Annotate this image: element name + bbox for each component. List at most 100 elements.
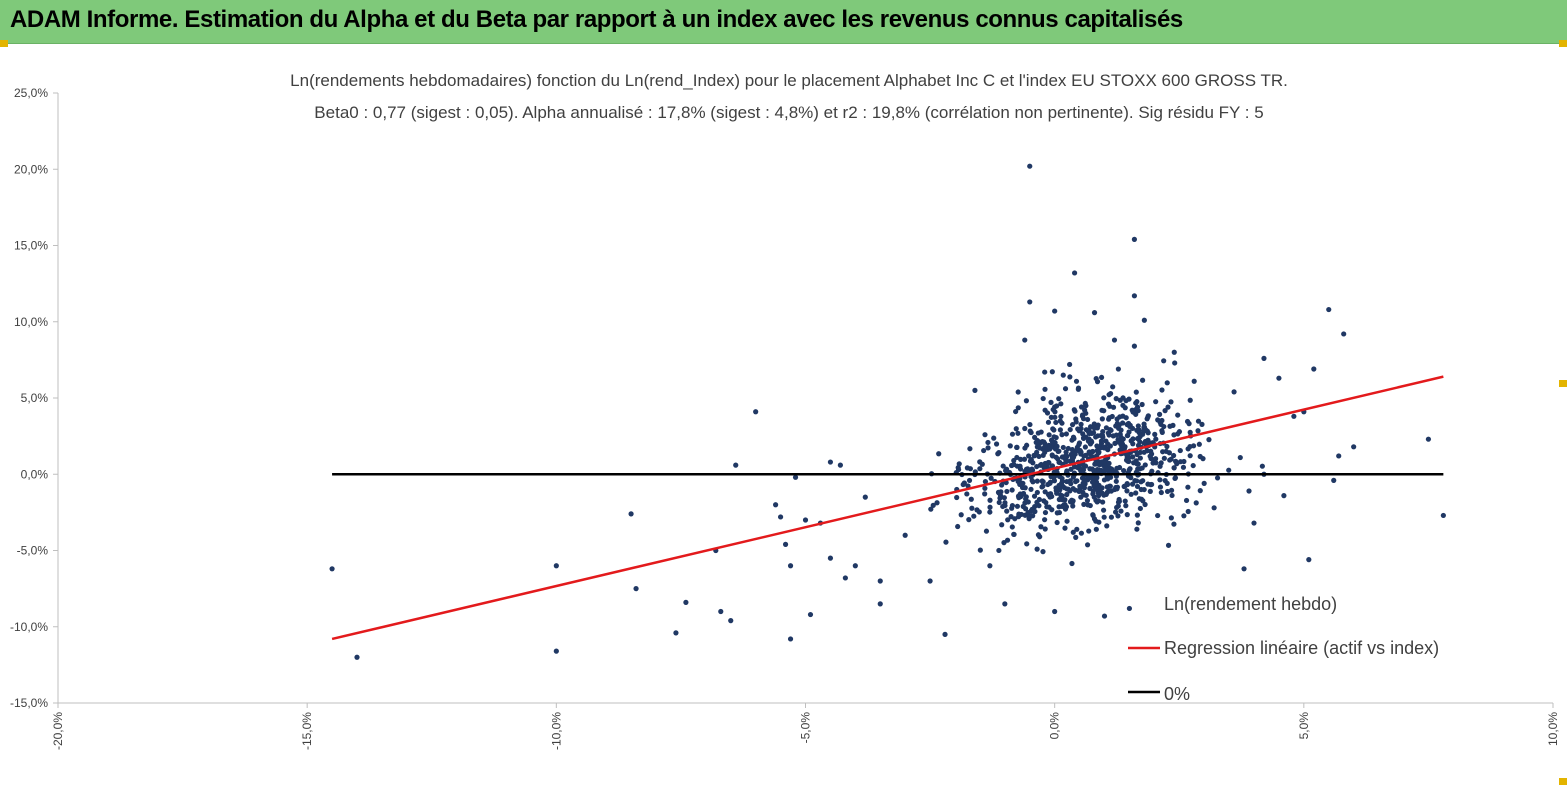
data-point (1336, 453, 1342, 459)
data-point (1078, 421, 1084, 427)
data-point (1038, 524, 1044, 530)
data-point (1046, 432, 1052, 438)
data-point (1157, 477, 1163, 483)
data-point (1056, 396, 1062, 402)
data-point (1090, 467, 1097, 473)
data-point (1001, 495, 1007, 501)
data-point (807, 611, 814, 618)
data-point (1009, 503, 1016, 509)
data-point (1022, 445, 1028, 451)
data-point (1051, 478, 1058, 484)
data-point (1064, 491, 1070, 498)
data-point (1211, 505, 1217, 511)
data-point (1171, 465, 1177, 471)
data-point (1164, 443, 1170, 450)
data-point (1127, 466, 1133, 472)
data-point (1070, 529, 1076, 535)
data-point (1130, 441, 1136, 447)
data-point (1131, 293, 1137, 299)
data-point (1115, 513, 1121, 519)
data-point (1042, 526, 1048, 532)
y-tick-label: 20,0% (14, 162, 48, 176)
data-point (633, 586, 639, 592)
data-point (1091, 425, 1097, 431)
data-point (1144, 428, 1150, 434)
data-point (773, 502, 779, 508)
data-point (1016, 511, 1022, 517)
data-point (1139, 401, 1145, 408)
data-point (1011, 531, 1017, 537)
data-point (1028, 457, 1034, 463)
data-point (1094, 461, 1101, 467)
data-point (1074, 447, 1080, 454)
data-point (1083, 410, 1089, 416)
data-point (1137, 505, 1143, 512)
data-point (1040, 395, 1046, 402)
data-point (1100, 499, 1106, 505)
data-point (1062, 497, 1068, 503)
regression-line (331, 375, 1444, 641)
data-point (977, 459, 983, 465)
data-point (1082, 444, 1088, 450)
data-point (1106, 392, 1112, 398)
x-tick-label: -20,0% (51, 712, 65, 750)
data-point (1012, 516, 1018, 522)
data-point (1037, 462, 1043, 468)
data-point (1165, 404, 1171, 410)
data-point (1036, 496, 1042, 503)
chart-area[interactable]: Ln(rendements hebdomadaires) fonction du… (0, 44, 1567, 787)
resize-handle-bottom-right[interactable] (1559, 778, 1567, 785)
resize-handle-top-left[interactable] (0, 40, 8, 47)
data-point (1311, 366, 1317, 372)
data-point (1162, 408, 1168, 414)
data-point (1104, 466, 1110, 473)
resize-handle-top-right[interactable] (1559, 40, 1567, 47)
data-point (1065, 445, 1071, 452)
data-point (1026, 453, 1032, 459)
data-point (1141, 317, 1147, 323)
data-point (1104, 523, 1110, 529)
data-point (943, 539, 949, 545)
data-point (1002, 601, 1008, 607)
resize-handle-right[interactable] (1559, 380, 1567, 387)
data-point (1167, 423, 1173, 429)
data-point (1105, 441, 1111, 447)
data-point (1037, 445, 1043, 451)
data-point (1197, 488, 1203, 494)
data-point (1155, 417, 1161, 423)
chart-title: Ln(rendements hebdomadaires) fonction du… (290, 71, 1288, 90)
data-point (1022, 337, 1028, 343)
data-point (968, 496, 974, 502)
data-point (1341, 331, 1347, 337)
data-point (1156, 411, 1163, 417)
data-point (1186, 421, 1192, 427)
data-point (1069, 447, 1075, 453)
data-point (966, 477, 973, 484)
data-point (1237, 454, 1243, 461)
data-point (1073, 416, 1079, 422)
data-point (999, 522, 1005, 528)
data-point (1100, 434, 1106, 440)
data-point (1135, 436, 1141, 442)
data-point (902, 532, 908, 538)
data-point (1073, 534, 1079, 540)
data-point (1040, 483, 1046, 489)
data-point (1057, 427, 1063, 433)
data-point (1159, 428, 1165, 434)
data-point (782, 541, 789, 547)
data-point (1183, 497, 1190, 504)
data-point (1123, 503, 1129, 509)
data-point (787, 563, 794, 569)
data-point (1169, 492, 1175, 499)
data-point (927, 578, 933, 584)
data-point (1081, 462, 1087, 468)
data-point (1135, 466, 1141, 472)
data-point (1106, 416, 1112, 422)
data-point (988, 475, 994, 481)
data-point (1048, 399, 1054, 405)
data-point (1281, 493, 1287, 499)
data-point (964, 491, 970, 497)
data-point (1133, 490, 1139, 496)
data-point (1148, 451, 1155, 457)
data-point (1049, 369, 1055, 375)
